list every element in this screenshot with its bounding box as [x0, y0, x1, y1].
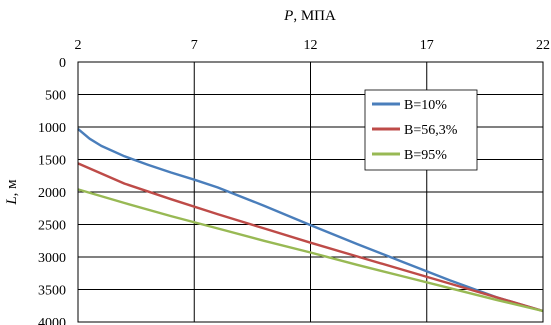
legend-label: В=10%: [404, 98, 447, 113]
x-tick-labels: 2 7 12 17 22: [75, 38, 551, 53]
legend-label: В=56,3%: [404, 123, 458, 138]
series-line-1: [77, 127, 544, 313]
legend: В=10% В=56,3% В=95%: [364, 89, 478, 171]
x-tick-label: 17: [420, 38, 434, 53]
y-tick-labels: 0 500 1000 1500 2000 2500 3000 3500 4000: [38, 56, 66, 325]
x-tick-label: 2: [75, 38, 82, 53]
series-line-3: [77, 188, 544, 313]
y-tick-label: 2000: [38, 186, 66, 201]
y-tick-label: 500: [45, 89, 66, 104]
series-line-2: [77, 162, 544, 313]
plot-area-frame: [77, 61, 544, 323]
x-tick-label: 7: [191, 38, 198, 53]
y-tick-label: 0: [59, 56, 66, 71]
series-lines: [77, 127, 544, 313]
y-tick-label: 4000: [38, 316, 66, 325]
x-axis-title: P, МПА: [283, 8, 336, 24]
y-tick-label: 2500: [38, 219, 66, 234]
y-tick-label: 1000: [38, 121, 66, 136]
x-tick-label: 22: [536, 38, 550, 53]
legend-label: В=95%: [404, 148, 447, 163]
y-tick-label: 3000: [38, 251, 66, 266]
y-tick-label: 3500: [38, 284, 66, 299]
x-tick-label: 12: [304, 38, 318, 53]
y-tick-label: 1500: [38, 154, 66, 169]
y-axis-title: L, м: [4, 179, 20, 206]
